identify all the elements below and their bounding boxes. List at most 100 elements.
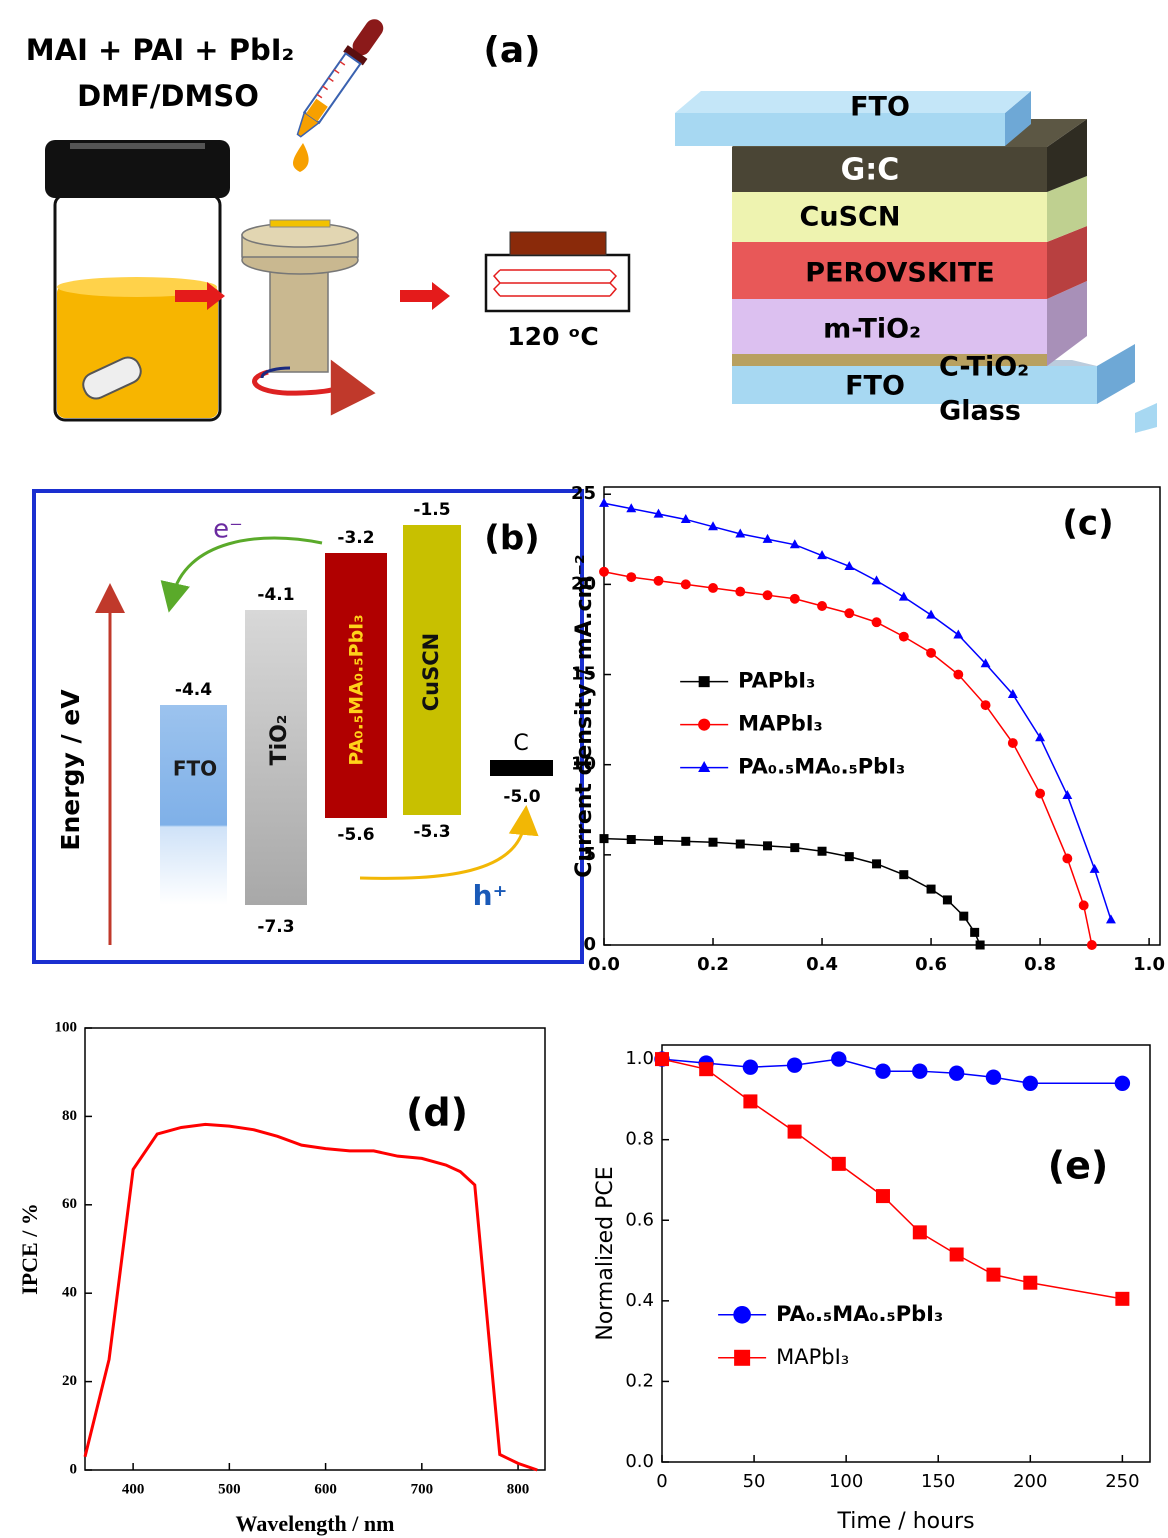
x-tick-label: 150 [921,1471,955,1492]
marker [790,843,799,852]
x-tick-label: 0.4 [806,954,838,975]
x-tick-label: 200 [1013,1471,1047,1492]
marker [681,837,690,846]
arrow [400,282,450,310]
y-tick-label: 40 [62,1285,77,1301]
marker [1062,853,1072,863]
band-name: TiO₂ [267,715,292,766]
marker [699,1062,713,1076]
marker [1106,914,1116,923]
marker [876,1189,890,1203]
band-top-label: -4.4 [175,680,212,700]
x-tick-label: 1.0 [1133,954,1165,975]
drop [293,143,309,172]
layer-label: PEROVSKITE [805,258,994,289]
marker [599,498,609,507]
contact-name: C [513,731,528,756]
hole-label: h⁺ [473,879,508,912]
axis-label: Energy / eV [56,689,85,851]
x-tick-label: 0.8 [1024,954,1056,975]
marker [1035,732,1045,741]
marker [986,1268,1000,1282]
series-line [662,1059,1122,1083]
marker [735,587,745,597]
panel-a: MAI + PAI + PbI₂ DMF/DMSO (a) 120 ᵒC [26,14,1157,433]
legend-label: MAPbI₃ [776,1345,849,1369]
band-top-label: -1.5 [413,500,450,520]
x-tick-label: 100 [829,1471,863,1492]
x-tick-label: 250 [1105,1471,1139,1492]
band-bottom-label: -7.3 [257,917,294,937]
marker [817,601,827,611]
marker [949,1066,964,1081]
panel-label: (a) [483,30,540,71]
legend-label: PAPbI₃ [738,669,815,693]
marker [875,1063,890,1078]
y-tick-label: 80 [62,1108,77,1124]
marker [953,629,963,638]
marker [1087,940,1097,950]
y-tick-label: 1.0 [625,1048,654,1069]
plot-frame [604,487,1160,945]
x-axis-label: Time / hours [836,1509,974,1534]
hot-plate [486,232,629,311]
marker [959,912,968,921]
marker [872,617,882,627]
marker [831,1051,846,1066]
x-tick-label: 400 [122,1481,145,1497]
layer-label: m-TiO₂ [823,314,921,345]
electron-arrow [172,538,322,598]
marker [743,1094,757,1108]
marker [926,610,936,619]
marker [681,579,691,589]
marker [986,1070,1001,1085]
marker [787,1057,802,1072]
y-axis-label: IPCE / % [17,1203,42,1295]
marker [970,928,979,937]
marker [845,852,854,861]
marker [1008,738,1018,748]
marker [1062,790,1072,799]
marker [736,840,745,849]
layer-label: FTO [850,92,910,123]
band-name: FTO [173,757,217,781]
x-tick-label: 700 [411,1481,434,1497]
marker [655,1052,669,1066]
x-tick-label: 500 [218,1481,241,1497]
marker [950,1248,964,1262]
x-tick-label: 800 [507,1481,530,1497]
panel-label: (e) [1048,1144,1109,1188]
marker [763,590,773,600]
energy-band [160,705,227,905]
y-tick-label: 0 [70,1461,78,1477]
marker [844,608,854,618]
legend-marker [699,676,710,687]
marker [743,1059,758,1074]
x-tick-label: 0.2 [697,954,729,975]
marker [818,847,827,856]
legend-label: MAPbI₃ [738,712,823,736]
electron-label: e⁻ [213,515,243,545]
band-bottom-label: -5.6 [337,825,374,845]
y-tick-label: 0.8 [625,1129,654,1150]
panel-label: (c) [1062,504,1113,544]
x-tick-label: 0 [656,1471,667,1492]
marker [600,834,609,843]
marker [872,859,881,868]
marker [912,1063,927,1078]
band-name: PA₀.₅MA₀.₅PbI₃ [346,614,368,765]
marker [913,1225,927,1239]
vial [45,140,230,420]
y-tick-label: 0.0 [625,1451,654,1472]
marker [1035,789,1045,799]
marker [763,841,772,850]
x-tick-label: 50 [743,1471,766,1492]
marker [788,1125,802,1139]
spin-coater [242,220,358,393]
marker [872,575,882,584]
band-top-label: -3.2 [337,528,374,548]
plot-frame [662,1045,1150,1462]
